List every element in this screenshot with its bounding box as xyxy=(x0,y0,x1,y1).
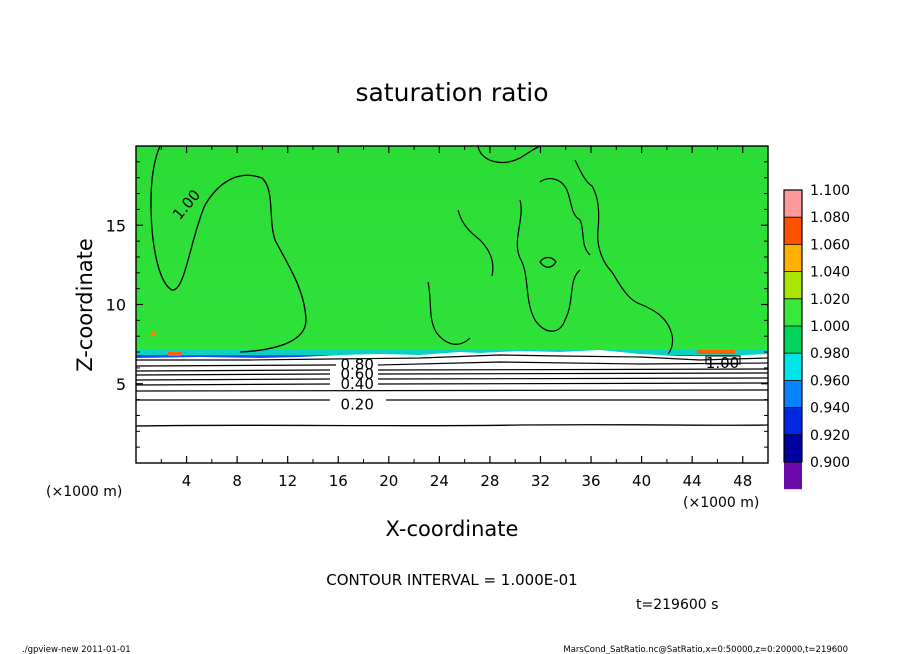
x-tick-label: 40 xyxy=(632,472,651,490)
heatmap-hot-spot-right xyxy=(697,350,735,354)
x-tick-label: 12 xyxy=(278,472,297,490)
colorbar-label: 0.980 xyxy=(810,346,850,362)
contour-line-0-40 xyxy=(136,382,768,386)
x-tick-label: 24 xyxy=(430,472,449,490)
contour-label: 1.00 xyxy=(706,354,739,372)
footer-right: MarsCond_SatRatio.nc@SatRatio,x=0:50000,… xyxy=(563,645,848,654)
colorbar-segment xyxy=(784,217,802,245)
colorbar-label: 1.100 xyxy=(810,183,850,199)
contour-label: 0.80 xyxy=(340,356,373,374)
y-tick-label: 15 xyxy=(106,216,126,235)
contour-line-1-00-left xyxy=(150,146,307,353)
y-axis-ticks: 5 10 15 xyxy=(106,161,768,448)
contour-line-center-f xyxy=(539,256,557,268)
contour-line-center-c xyxy=(539,178,591,256)
contour-label: 0.20 xyxy=(340,395,373,413)
y-axis-label: Z-coordinate xyxy=(73,238,97,372)
heatmap-artifact-dot xyxy=(150,331,156,337)
colorbar-segment xyxy=(784,353,802,381)
x-tick-label: 32 xyxy=(531,472,550,490)
x-axis-ticks: 4 8 12 16 20 24 28 32 36 40 44 48 xyxy=(160,146,752,490)
colorbar-segment xyxy=(784,326,802,354)
time-text: t=219600 s xyxy=(636,597,718,613)
x-axis-label: X-coordinate xyxy=(386,517,519,541)
colorbar-label: 1.000 xyxy=(810,319,850,335)
colorbar-segment xyxy=(784,271,802,299)
contour-label: 0.40 xyxy=(340,375,373,393)
colorbar-label: 0.940 xyxy=(810,401,850,417)
contour-line-0-50 xyxy=(136,377,768,381)
heatmap-lower-region xyxy=(136,350,768,463)
colorbar-segment xyxy=(784,380,802,408)
plot-area xyxy=(136,146,768,463)
footer-left: ./gpview-new 2011-01-01 xyxy=(22,645,131,654)
colorbar: 0.900 0.920 0.940 0.960 0.980 1.000 1.020 1.040… xyxy=(783,183,850,490)
x-tick-label: 36 xyxy=(581,472,600,490)
colorbar-label: 1.060 xyxy=(810,237,850,253)
colorbar-label: 0.920 xyxy=(810,428,850,444)
colorbar-segment xyxy=(784,407,802,435)
contour-line-0-10 xyxy=(136,424,768,427)
contour-line-center-a xyxy=(457,209,494,277)
colorbar-segment xyxy=(784,244,802,272)
x-tick-label: 28 xyxy=(480,472,499,490)
contour-line-center-d xyxy=(574,159,613,273)
contour-line-0-70 xyxy=(136,368,768,372)
x-tick-label: 4 xyxy=(182,472,192,490)
contour-line-0-60 xyxy=(136,372,768,376)
x-unit-right: (×1000 m) xyxy=(683,495,759,511)
colorbar-segment xyxy=(784,190,802,218)
chart-title: saturation ratio xyxy=(355,78,548,107)
colorbar-label: 1.020 xyxy=(810,292,850,308)
heatmap-hot-spot-left xyxy=(168,352,182,356)
contour-line-0-30 xyxy=(136,389,768,392)
x-tick-label: 8 xyxy=(232,472,242,490)
contour-interval-text: CONTOUR INTERVAL = 1.000E-01 xyxy=(326,571,577,589)
contour-line-0-90 xyxy=(136,354,768,361)
contour-label: 0.60 xyxy=(340,365,373,383)
contour-line-0-80 xyxy=(136,361,768,367)
colorbar-label: 1.080 xyxy=(810,210,850,226)
colorbar-label: 1.040 xyxy=(810,265,850,281)
colorbar-label: 0.900 xyxy=(810,455,850,471)
x-tick-label: 44 xyxy=(683,472,702,490)
colorbar-segment xyxy=(784,462,802,490)
colorbar-label: 0.960 xyxy=(810,373,850,389)
y-tick-label: 10 xyxy=(106,296,126,315)
contour-labels: 1.000.800.600.400.201.00 xyxy=(169,186,739,413)
contour-line-1-00-right xyxy=(611,271,674,355)
y-tick-label: 5 xyxy=(116,375,126,394)
colorbar-segment xyxy=(784,298,802,326)
contour-line-1-00-top xyxy=(477,146,541,163)
x-unit-left: (×1000 m) xyxy=(46,484,122,500)
contour-line-center-b xyxy=(516,199,581,332)
contour-line-center-e xyxy=(427,281,471,345)
x-tick-label: 48 xyxy=(733,472,752,490)
contour-line-bottom-right-loop xyxy=(705,355,741,365)
x-tick-label: 20 xyxy=(379,472,398,490)
colorbar-segment xyxy=(784,434,802,462)
x-tick-label: 16 xyxy=(329,472,348,490)
